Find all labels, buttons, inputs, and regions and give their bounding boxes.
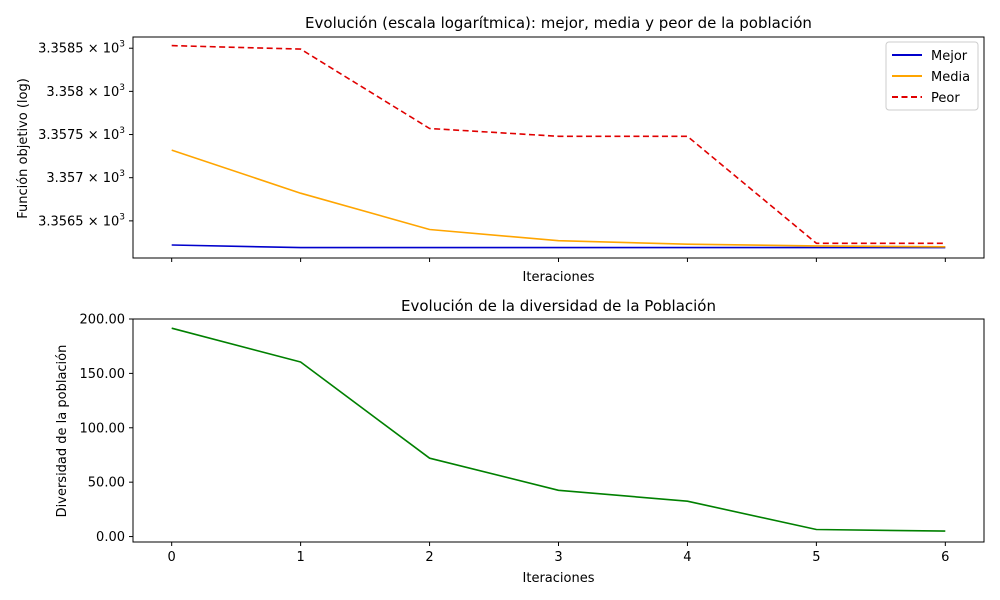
top-y-tick-label-4: 3.3585 × 103 bbox=[38, 40, 125, 57]
bottom-x-tick-label-0: 0 bbox=[168, 550, 176, 565]
top-y-tick-label-0: 3.3565 × 103 bbox=[38, 212, 125, 229]
bottom-line-series-0 bbox=[171, 327, 946, 532]
top-point-peor-3 bbox=[557, 135, 560, 138]
top-point-mejor-3 bbox=[557, 246, 560, 249]
bottom-x-tick-label-2: 2 bbox=[425, 550, 433, 565]
bottom-y-tick-label-1: 50.00 bbox=[88, 476, 125, 491]
legend-label-media: Media bbox=[931, 70, 970, 85]
bottom-y-axis-label: Diversidad de la población bbox=[55, 345, 70, 518]
top-point-media-6 bbox=[944, 245, 947, 248]
top-point-peor-5 bbox=[815, 242, 818, 245]
top-point-mejor-4 bbox=[686, 246, 689, 249]
top-y-axis-label: Función objetivo (log) bbox=[16, 78, 31, 219]
top-plot-frame bbox=[132, 36, 985, 259]
top-line-mejor bbox=[171, 244, 946, 249]
bottom-plot-frame bbox=[132, 318, 985, 543]
bottom-x-tick-label-6: 6 bbox=[941, 550, 949, 565]
top-point-media-4 bbox=[686, 243, 689, 246]
top-point-mejor-2 bbox=[428, 246, 431, 249]
top-y-tick-label-3: 3.358 × 103 bbox=[46, 83, 125, 100]
top-point-peor-4 bbox=[686, 135, 689, 138]
top-point-peor-6 bbox=[944, 242, 947, 245]
top-subplot: Evolución (escala logarítmica): mejor, m… bbox=[16, 14, 985, 285]
bottom-axis-ticks: 0 1 2 3 4 5 6 0.00 50.00 100.00 150.00 200.00 bbox=[80, 313, 950, 566]
top-point-media-0 bbox=[170, 149, 173, 152]
top-point-peor-0 bbox=[170, 44, 173, 47]
bottom-point-series-0-1 bbox=[299, 360, 302, 363]
top-line-peor bbox=[171, 44, 946, 245]
top-point-media-3 bbox=[557, 239, 560, 242]
bottom-y-tick-label-0: 0.00 bbox=[96, 530, 125, 545]
top-point-mejor-0 bbox=[170, 244, 173, 247]
bottom-x-tick-label-5: 5 bbox=[812, 550, 820, 565]
top-legend: Mejor Media Peor bbox=[885, 41, 979, 111]
top-point-media-2 bbox=[428, 228, 431, 231]
legend-label-mejor: Mejor bbox=[931, 49, 968, 64]
top-x-axis-label: Iteraciones bbox=[523, 270, 595, 285]
top-y-tick-label-1: 3.357 × 103 bbox=[46, 169, 125, 186]
bottom-x-axis-label: Iteraciones bbox=[523, 571, 595, 586]
bottom-y-tick-label-3: 150.00 bbox=[80, 367, 126, 382]
bottom-subplot: Evolución de la diversidad de la Poblaci… bbox=[55, 297, 985, 586]
bottom-x-tick-label-4: 4 bbox=[683, 550, 691, 565]
top-point-media-1 bbox=[299, 192, 302, 195]
bottom-point-series-0-4 bbox=[686, 500, 689, 503]
bottom-point-series-0-5 bbox=[815, 528, 818, 531]
bottom-point-series-0-0 bbox=[170, 327, 173, 330]
bottom-chart-title: Evolución de la diversidad de la Poblaci… bbox=[401, 297, 716, 315]
bottom-point-series-0-2 bbox=[428, 457, 431, 460]
top-point-media-5 bbox=[815, 244, 818, 247]
legend-box bbox=[885, 41, 979, 111]
bottom-x-tick-label-1: 1 bbox=[296, 550, 304, 565]
top-line-media bbox=[171, 149, 946, 248]
bottom-y-tick-label-2: 100.00 bbox=[80, 421, 126, 436]
top-point-peor-1 bbox=[299, 48, 302, 51]
top-point-mejor-1 bbox=[299, 246, 302, 249]
bottom-point-series-0-6 bbox=[944, 530, 947, 533]
top-y-tick-label-2: 3.3575 × 103 bbox=[38, 126, 125, 143]
top-point-peor-2 bbox=[428, 127, 431, 130]
top-chart-title: Evolución (escala logarítmica): mejor, m… bbox=[305, 14, 812, 32]
bottom-series-lines bbox=[170, 327, 947, 533]
legend-label-peor: Peor bbox=[931, 91, 960, 106]
bottom-x-tick-label-3: 3 bbox=[554, 550, 562, 565]
bottom-y-tick-label-4: 200.00 bbox=[80, 313, 126, 328]
top-series-lines bbox=[170, 44, 947, 249]
top-axis-ticks: 3.3565 × 103 3.357 × 103 3.3575 × 103 3.358… bbox=[38, 40, 946, 262]
bottom-point-series-0-3 bbox=[557, 489, 560, 492]
